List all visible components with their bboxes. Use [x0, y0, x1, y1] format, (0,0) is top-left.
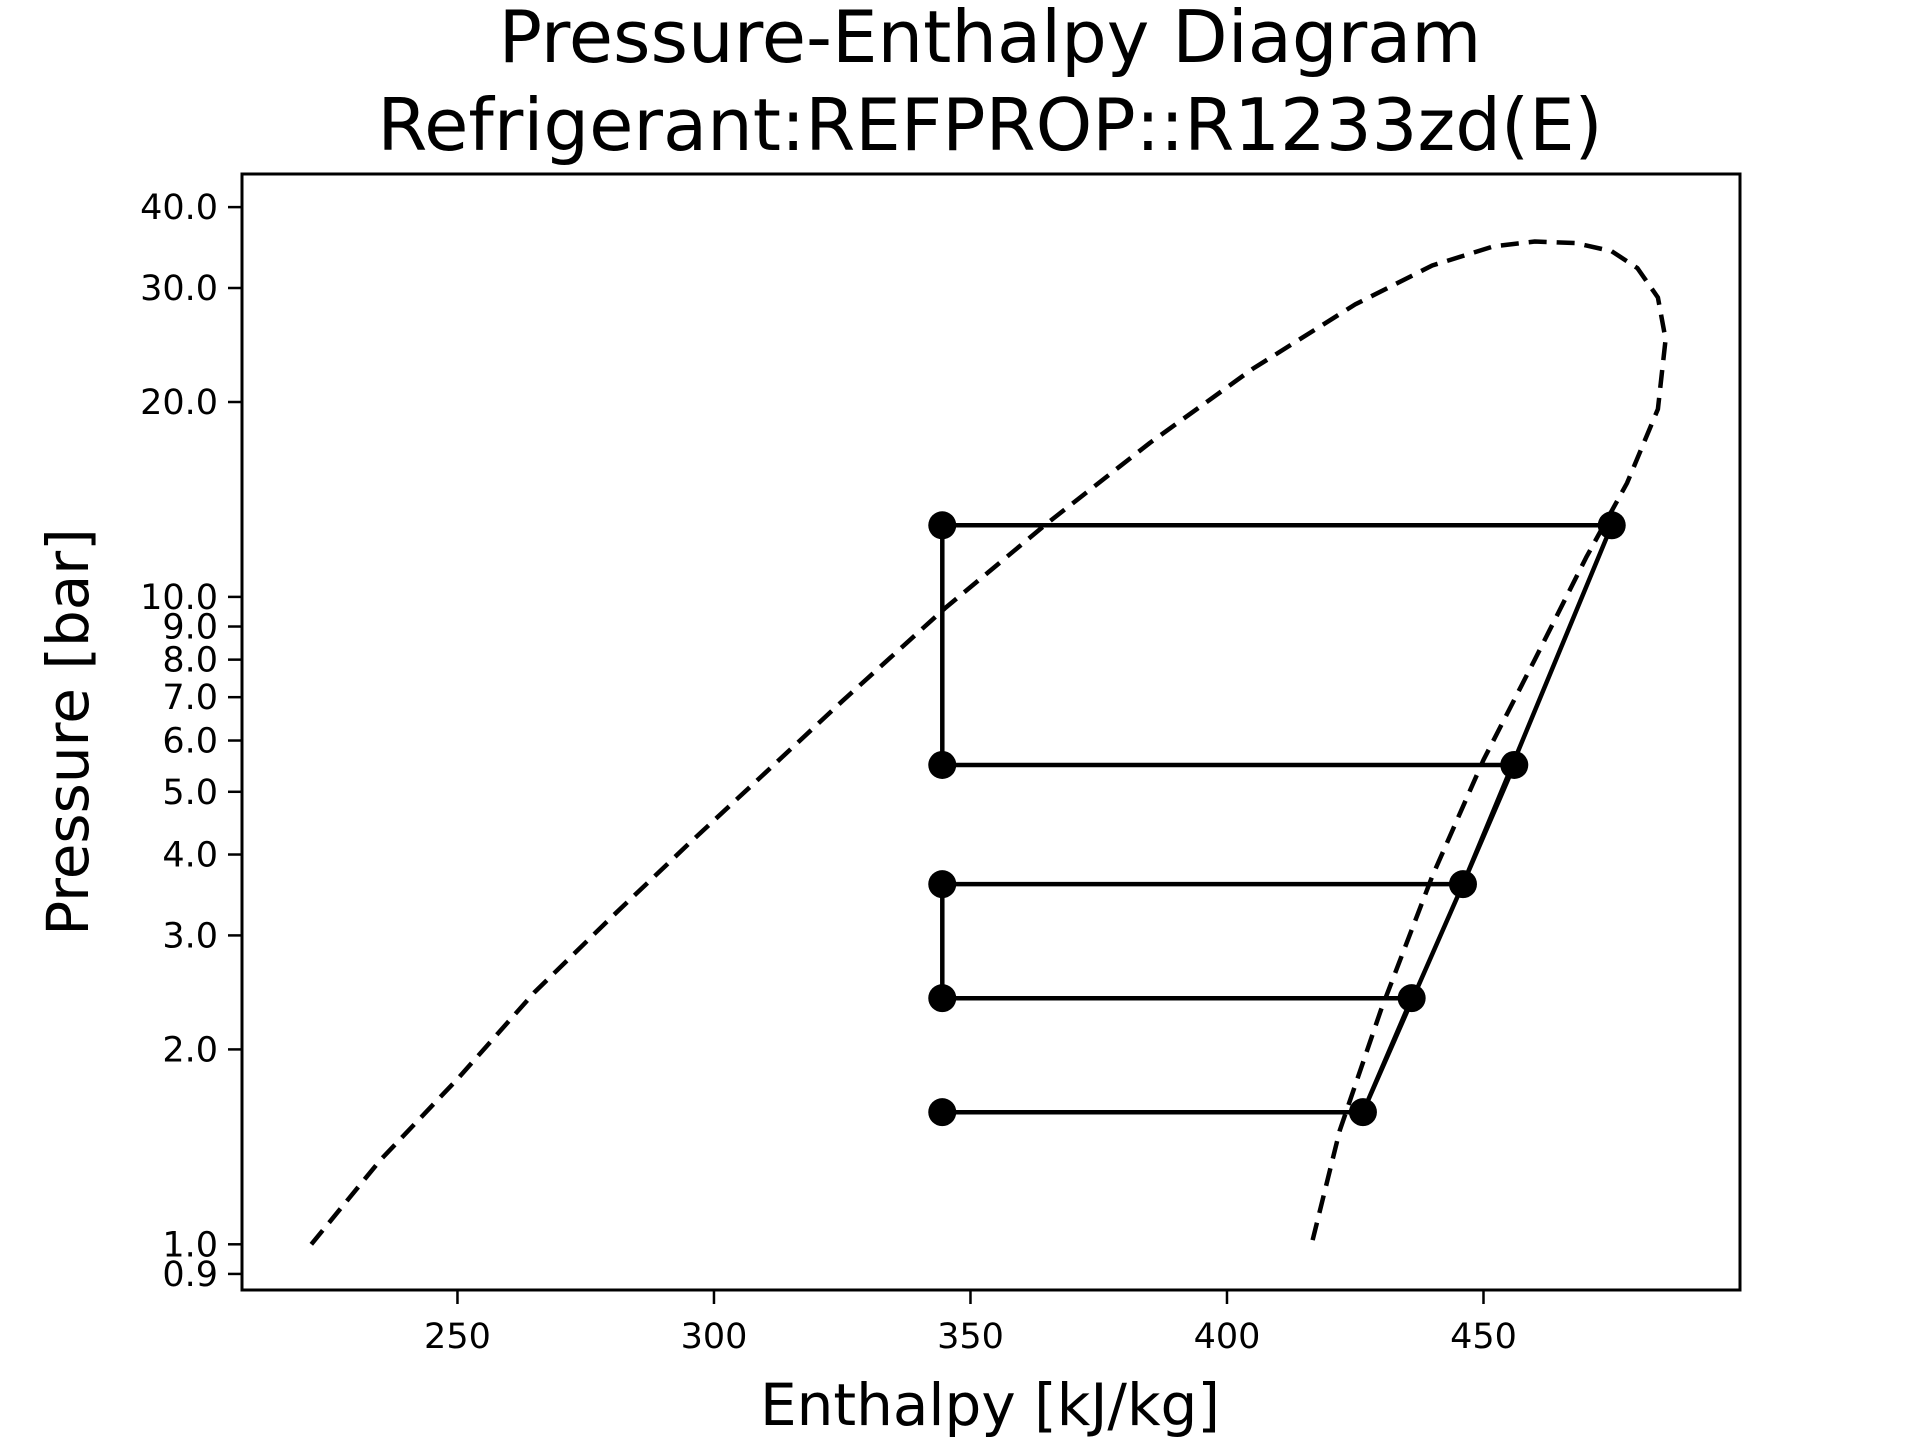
- y-tick-label: 20.0: [140, 383, 218, 423]
- x-axis-label: Enthalpy [kJ/kg]: [760, 1371, 1220, 1439]
- y-tick-label: 8.0: [162, 641, 218, 681]
- cycle-state-point: [1397, 984, 1426, 1013]
- y-tick-label: 5.0: [162, 773, 218, 813]
- y-tick-label: 7.0: [162, 678, 218, 718]
- chart-title: Pressure-Enthalpy Diagram: [499, 0, 1482, 79]
- cycle-state-point: [1500, 750, 1529, 779]
- y-tick-label: 0.9: [162, 1255, 218, 1295]
- y-tick-label: 2.0: [162, 1030, 218, 1070]
- cycle-state-point: [928, 870, 957, 899]
- x-tick-label: 300: [681, 1317, 748, 1357]
- plot-area-frame: [240, 172, 1742, 1292]
- y-tick-label: 9.0: [162, 608, 218, 648]
- y-tick-label: 1.0: [162, 1225, 218, 1265]
- cycle-state-point: [1348, 1098, 1377, 1127]
- cycle-state-point: [928, 511, 957, 540]
- y-axis-ticks: 0.91.0 2.0 3.0 4.0 5.0 6.07.08.09.010.0 20.0 30…: [140, 188, 242, 1295]
- cycle-state-point: [1597, 511, 1626, 540]
- x-tick-label: 250: [424, 1317, 491, 1357]
- x-axis-ticks: 250 300 350 400 450: [424, 1290, 1517, 1357]
- chart-subtitle: Refrigerant:REFPROP::R1233zd(E): [377, 83, 1602, 167]
- y-axis-label: Pressure [bar]: [34, 528, 102, 936]
- x-tick-label: 450: [1450, 1317, 1517, 1357]
- cycle-state-point: [928, 750, 957, 779]
- series-layer: [309, 239, 1668, 1246]
- y-tick-label: 4.0: [162, 836, 218, 876]
- y-tick-label: 40.0: [140, 188, 218, 228]
- y-tick-label: 30.0: [140, 269, 218, 309]
- y-tick-label: 6.0: [162, 722, 218, 762]
- cycle-state-point: [1448, 870, 1477, 899]
- cycle-state-point: [928, 1098, 957, 1127]
- x-tick-label: 400: [1194, 1317, 1261, 1357]
- cycle-line: [940, 523, 1614, 1115]
- x-tick-label: 350: [937, 1317, 1004, 1357]
- saturation-dome-line: [309, 239, 1668, 1246]
- y-tick-label: 10.0: [140, 578, 218, 618]
- cycle-state-point: [928, 984, 957, 1013]
- y-tick-label: 3.0: [162, 916, 218, 956]
